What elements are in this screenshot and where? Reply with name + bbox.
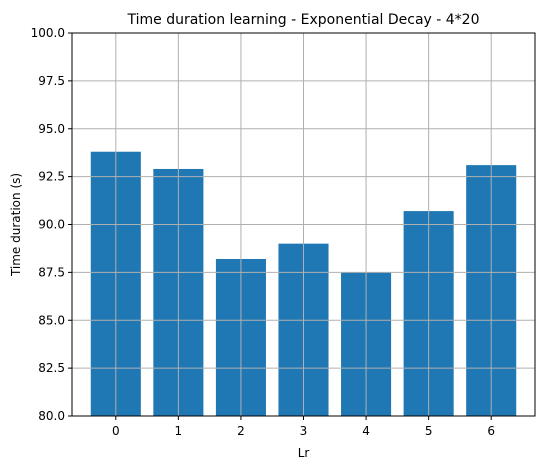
x-tick-label: 3	[300, 424, 308, 438]
x-tick-label: 1	[175, 424, 183, 438]
y-tick-label: 85.0	[38, 313, 65, 327]
x-tick-label: 6	[487, 424, 495, 438]
x-tick-label: 4	[362, 424, 370, 438]
y-tick-label: 97.5	[38, 74, 65, 88]
x-axis-label: Lr	[298, 446, 310, 460]
y-tick-label: 95.0	[38, 122, 65, 136]
y-axis-label: Time duration (s)	[9, 173, 23, 277]
y-tick-label: 87.5	[38, 265, 65, 279]
chart-title: Time duration learning - Exponential Dec…	[126, 12, 479, 28]
y-tick-label: 92.5	[38, 170, 65, 184]
y-tick-label: 90.0	[38, 218, 65, 232]
y-tick-label: 80.0	[38, 409, 65, 423]
x-tick-label: 5	[425, 424, 433, 438]
x-tick-label: 0	[112, 424, 120, 438]
x-tick-label: 2	[237, 424, 245, 438]
y-tick-label: 82.5	[38, 361, 65, 375]
y-tick-label: 100.0	[31, 26, 65, 40]
ticks-layer: 80.0 82.5 85.0 87.5 90.0 92.5 95.0 97.5 100.0 0 1 2…	[31, 26, 495, 438]
grid-layer	[72, 32, 535, 417]
